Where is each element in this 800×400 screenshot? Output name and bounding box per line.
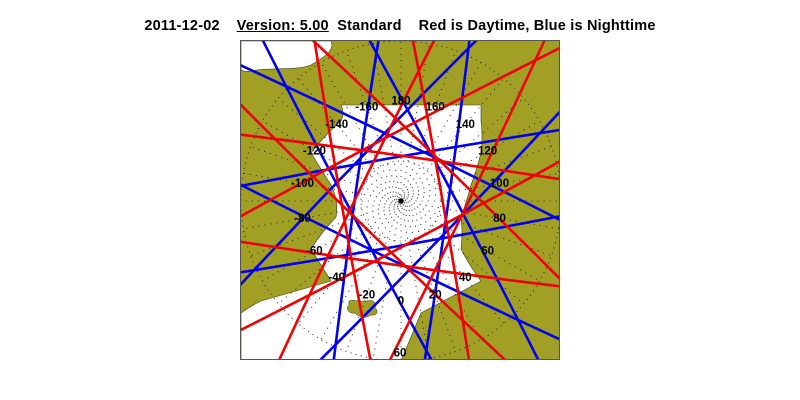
svg-text:80: 80 [493,213,506,225]
svg-text:160: 160 [426,102,445,114]
svg-text:-20: -20 [358,290,375,302]
svg-text:-140: -140 [325,119,348,131]
svg-text:140: 140 [456,119,475,131]
svg-text:40: 40 [459,272,472,284]
svg-text:-60: -60 [306,246,323,258]
svg-text:-80: -80 [294,213,311,225]
svg-text:-160: -160 [355,102,378,114]
svg-text:60: 60 [481,246,494,258]
svg-text:120: 120 [478,146,497,158]
svg-text:0: 0 [398,296,404,308]
svg-text:100: 100 [490,178,509,190]
svg-text:-100: -100 [291,178,314,190]
svg-text:20: 20 [429,290,442,302]
svg-text:-40: -40 [328,272,345,284]
svg-text:-120: -120 [303,146,326,158]
svg-text:60: 60 [394,348,407,360]
svg-text:180: 180 [391,96,410,108]
